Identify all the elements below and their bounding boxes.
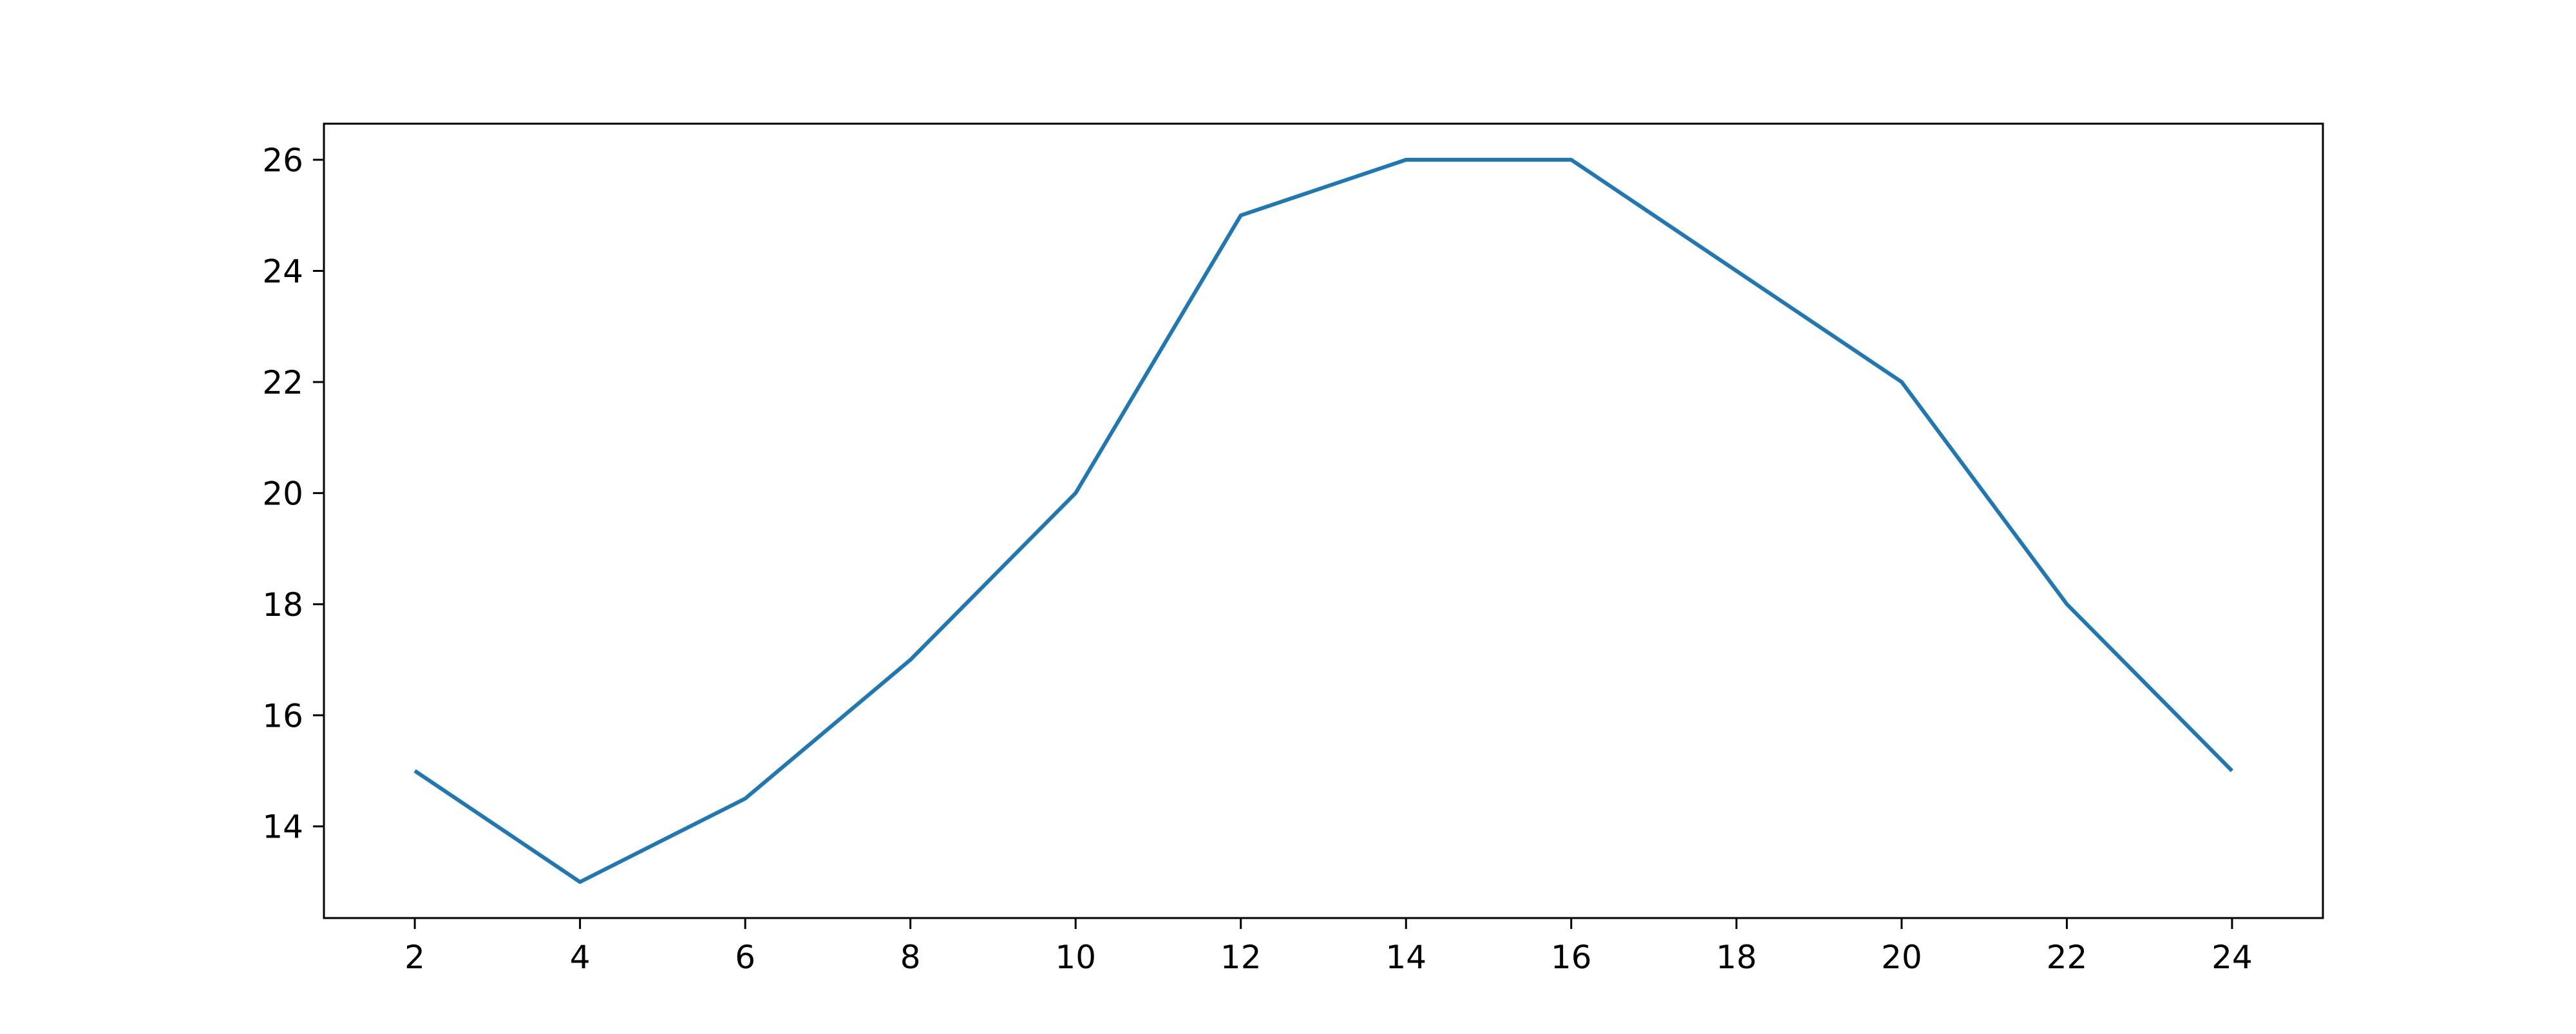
y-tick-label: 24	[262, 253, 303, 290]
y-tick-label: 16	[262, 697, 303, 734]
x-tick-label: 20	[1881, 939, 1922, 976]
y-tick-label: 22	[262, 364, 303, 401]
y-tick-label: 20	[262, 475, 303, 512]
x-tick-label: 2	[404, 939, 425, 976]
x-tick-label: 6	[735, 939, 755, 976]
y-tick-label: 14	[262, 809, 303, 846]
x-tick-label: 22	[2047, 939, 2088, 976]
y-tick-label: 18	[262, 586, 303, 624]
x-tick-label: 14	[1385, 939, 1426, 976]
y-tick-label: 26	[262, 142, 303, 179]
x-tick-label: 24	[2211, 939, 2253, 976]
x-tick-label: 18	[1716, 939, 1757, 976]
x-tick-label: 4	[570, 939, 591, 976]
x-tick-label: 10	[1055, 939, 1096, 976]
x-tick-label: 16	[1551, 939, 1592, 976]
x-tick-label: 8	[900, 939, 921, 976]
x-tick-label: 12	[1220, 939, 1262, 976]
